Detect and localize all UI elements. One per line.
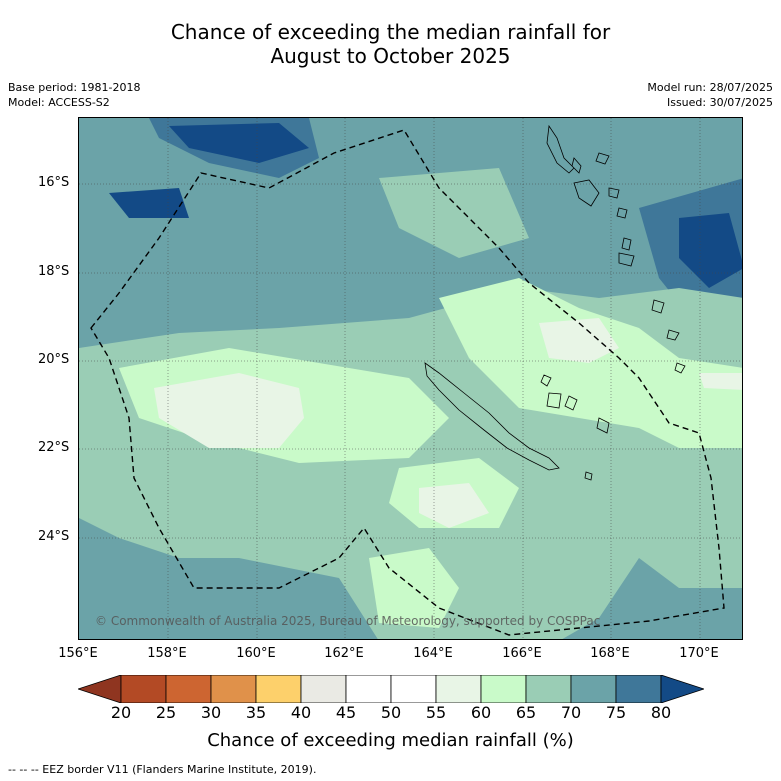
band-60-65-sw bbox=[369, 548, 459, 628]
lat-label-18s: 18°S bbox=[38, 264, 70, 279]
map-canvas bbox=[79, 118, 742, 639]
colorbar-tick-label: 70 bbox=[560, 703, 582, 722]
gridlines bbox=[79, 118, 742, 639]
band-80-west bbox=[109, 188, 189, 218]
meta-right: Model run: 28/07/2025 Issued: 30/07/2025 bbox=[647, 80, 773, 110]
colorbar-segment bbox=[165, 674, 212, 704]
colorbar-segment bbox=[435, 674, 482, 704]
band-55-60-east bbox=[699, 373, 742, 390]
map-title-line2: August to October 2025 bbox=[270, 44, 511, 68]
colorbar-segment bbox=[390, 674, 437, 704]
colorbar-tick-label: 40 bbox=[290, 703, 312, 722]
colorbar-low-extend bbox=[76, 674, 122, 704]
colorbar-tick-label: 50 bbox=[380, 703, 402, 722]
lon-label-158e: 158°E bbox=[147, 646, 187, 661]
colorbar-segment bbox=[300, 674, 347, 704]
colorbar-tick-label: 80 bbox=[650, 703, 672, 722]
meta-left: Base period: 1981-2018 Model: ACCESS-S2 bbox=[8, 80, 140, 110]
model-name: Model: ACCESS-S2 bbox=[8, 96, 110, 109]
colorbar-segment bbox=[525, 674, 572, 704]
band-65-70-north bbox=[379, 168, 529, 258]
colorbar bbox=[76, 674, 706, 704]
lat-label-16s: 16°S bbox=[38, 175, 70, 190]
band-80-east bbox=[679, 213, 742, 288]
colorbar-tick-label: 25 bbox=[155, 703, 177, 722]
colorbar-segment bbox=[570, 674, 617, 704]
band-55-60-south bbox=[419, 483, 489, 528]
colorbar-high-extend bbox=[660, 674, 706, 704]
map-area bbox=[78, 117, 743, 640]
colorbar-tick-label: 60 bbox=[470, 703, 492, 722]
colorbar-tick-label: 30 bbox=[200, 703, 222, 722]
issued-date: Issued: 30/07/2025 bbox=[666, 96, 773, 109]
lat-label-22s: 22°S bbox=[38, 440, 70, 455]
colorbar-tick-label: 75 bbox=[605, 703, 627, 722]
lat-label-24s: 24°S bbox=[38, 529, 70, 544]
small-island bbox=[584, 471, 593, 481]
colorbar-segment bbox=[615, 674, 662, 704]
copyright-credit: © Commonwealth of Australia 2025, Bureau… bbox=[95, 614, 601, 628]
colorbar-tick-label: 65 bbox=[515, 703, 537, 722]
colorbar-tick-label: 20 bbox=[110, 703, 132, 722]
colorbar-tick-label: 35 bbox=[245, 703, 267, 722]
lon-label-164e: 164°E bbox=[413, 646, 453, 661]
colorbar-tick-label: 55 bbox=[425, 703, 447, 722]
band-80-north bbox=[169, 123, 309, 163]
lon-label-170e: 170°E bbox=[679, 646, 719, 661]
loyalty-islands bbox=[540, 374, 610, 434]
map-title: Chance of exceeding the median rainfall … bbox=[0, 20, 781, 68]
lon-label-166e: 166°E bbox=[502, 646, 542, 661]
map-title-line1: Chance of exceeding the median rainfall … bbox=[170, 20, 611, 44]
lon-label-156e: 156°E bbox=[58, 646, 98, 661]
colorbar-segment bbox=[120, 674, 167, 704]
lon-label-168e: 168°E bbox=[590, 646, 630, 661]
band-55-60-ne bbox=[539, 318, 619, 363]
colorbar-svg bbox=[76, 674, 706, 704]
colorbar-segment bbox=[210, 674, 257, 704]
lat-label-20s: 20°S bbox=[38, 352, 70, 367]
eez-border bbox=[90, 129, 725, 636]
colorbar-segment bbox=[255, 674, 302, 704]
vanuatu-islands bbox=[546, 124, 686, 374]
model-run: Model run: 28/07/2025 bbox=[647, 81, 773, 94]
colorbar-tick-label: 45 bbox=[335, 703, 357, 722]
lon-label-162e: 162°E bbox=[324, 646, 364, 661]
colorbar-title: Chance of exceeding median rainfall (%) bbox=[207, 730, 574, 751]
eez-legend-note: -- -- -- EEZ border V11 (Flanders Marine… bbox=[8, 763, 317, 776]
colorbar-segment bbox=[345, 674, 392, 704]
colorbar-segment bbox=[480, 674, 527, 704]
band-55-60-west bbox=[154, 373, 304, 448]
new-caledonia-coastline bbox=[424, 362, 560, 471]
band-60-65-east bbox=[439, 278, 742, 448]
base-period: Base period: 1981-2018 bbox=[8, 81, 141, 94]
lon-label-160e: 160°E bbox=[236, 646, 276, 661]
